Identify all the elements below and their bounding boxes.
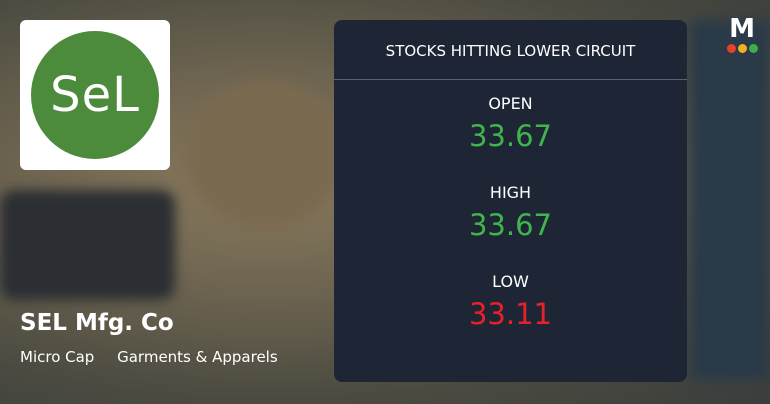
logo-circle: SeL [31,31,159,159]
logo: SeL [20,20,170,170]
tags: Micro Cap Garments & Apparels [20,348,296,366]
tag: Garments & Apparels [117,348,278,366]
phone-image [0,190,175,300]
tag: Micro Cap [20,348,95,366]
brand-dot [727,44,736,53]
price-card: STOCKS HITTING LOWER CIRCUIT OPEN 33.67 HI… [334,20,687,382]
row-label: LOW [492,272,529,291]
brand-dot [749,44,758,53]
brand-dot [738,44,747,53]
row-label: OPEN [488,94,533,113]
rows: OPEN 33.67 HIGH 33.67 LOW 33.11 [334,94,687,331]
brand-logo: M [729,14,755,44]
row-value: 33.67 [468,119,553,153]
screen-image [690,20,770,380]
jar-image [185,80,345,230]
row-label: HIGH [489,183,532,202]
row-value: 33.11 [468,297,553,331]
card-title: STOCKS HITTING LOWER CIRCUIT [334,20,687,80]
company-name: SEL Mfg. Co [20,310,174,336]
logo-text: SeL [50,67,140,123]
row-value: 33.67 [468,208,553,242]
